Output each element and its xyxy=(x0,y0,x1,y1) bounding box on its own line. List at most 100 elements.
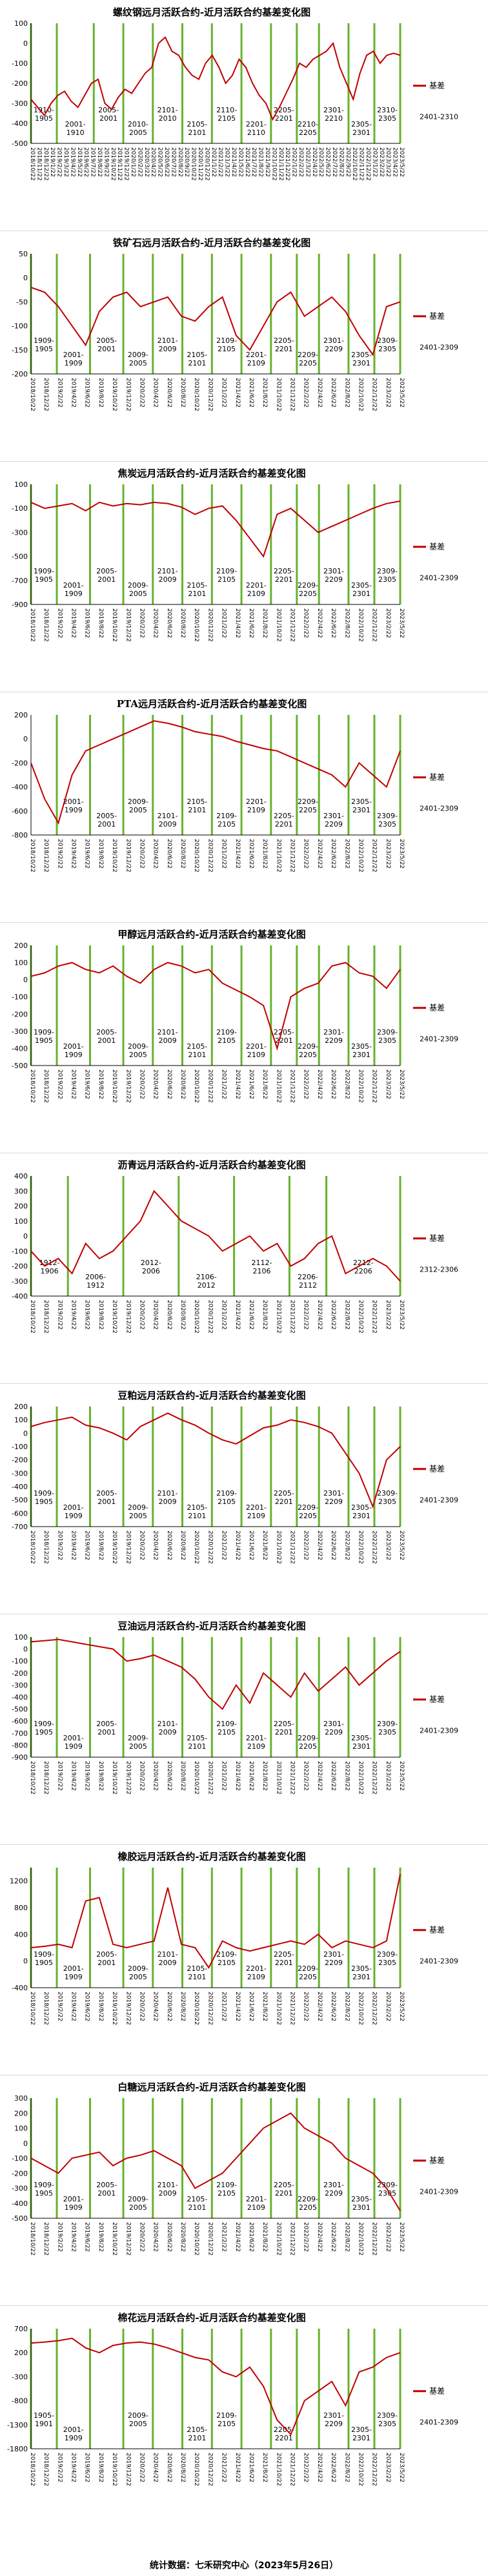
x-tick-label: 2019/6/22 xyxy=(84,1300,90,1330)
x-tick-label: 2021/10/22 xyxy=(275,378,281,411)
x-tick-label: 2020/4/22 xyxy=(152,378,159,407)
y-tick-label: -100 xyxy=(12,504,28,513)
x-tick-label: 2019/10/22 xyxy=(111,1992,117,2025)
y-tick-label: -100 xyxy=(12,993,28,1002)
x-tick-label: 2019/7/22 xyxy=(90,147,96,177)
period-label: 2101- xyxy=(158,2181,178,2189)
y-tick-label: -1800 xyxy=(7,2445,28,2453)
x-tick-label: 2018/10/22 xyxy=(29,608,36,642)
x-tick-label: 2018/12/22 xyxy=(43,839,49,872)
x-tick-label: 2020/4/22 xyxy=(152,1069,159,1099)
period-label: 2105- xyxy=(187,2195,207,2203)
x-tick-label: 2020/2/22 xyxy=(136,147,143,177)
x-tick-label: 2020/2/22 xyxy=(138,2453,145,2482)
x-tick-label: 2020/5/22 xyxy=(157,147,163,177)
period-label: 2101- xyxy=(158,336,178,345)
series-line xyxy=(30,2337,401,2436)
x-tick-label: 2022/12/22 xyxy=(371,1761,378,1795)
x-tick-label: 2019/4/22 xyxy=(70,839,77,869)
x-tick-label: 2020/2/22 xyxy=(138,1761,145,1791)
x-tick-label: 2023/1/22 xyxy=(371,147,378,177)
x-tick-label: 2019/10/22 xyxy=(111,1300,117,1334)
y-tick-label: -200 xyxy=(12,1669,28,1678)
period-label: 2101 xyxy=(188,2203,206,2212)
x-tick-label: 2020/12/22 xyxy=(207,2453,213,2486)
period-label: 2112 xyxy=(299,1281,317,1290)
period-label: 2209 xyxy=(325,820,343,829)
period-label: 2109- xyxy=(216,336,237,345)
period-label: 2205- xyxy=(274,336,294,345)
period-label: 2309- xyxy=(377,336,398,345)
x-tick-label: 2019/6/22 xyxy=(84,1530,90,1560)
period-label: 2005- xyxy=(96,336,117,345)
period-label: 2001- xyxy=(65,120,86,129)
period-label: 2005 xyxy=(129,129,147,137)
period-label: 2005- xyxy=(96,1950,117,1959)
period-label: 2209 xyxy=(325,575,343,584)
x-tick-label: 2021/8/22 xyxy=(261,1761,268,1791)
x-tick-label: 2019/8/22 xyxy=(97,1761,104,1791)
y-tick-label: -600 xyxy=(12,807,28,816)
y-tick-label: 0 xyxy=(23,2139,28,2148)
x-tick-label: 2020/12/22 xyxy=(203,147,210,181)
x-tick-label: 2020/7/22 xyxy=(170,147,176,177)
x-tick-label: 2019/2/22 xyxy=(56,1992,63,2021)
x-tick-label: 2022/4/22 xyxy=(316,1530,323,1560)
y-tick-label: -300 xyxy=(12,2373,28,2381)
legend-contract-label: 2401-2309 xyxy=(420,1035,458,1044)
x-tick-label: 2021/10/22 xyxy=(275,839,281,872)
x-tick-label: 2021/10/22 xyxy=(270,147,277,181)
period-label: 1905- xyxy=(34,2411,54,2420)
period-label: 1901 xyxy=(35,2420,53,2428)
x-tick-label: 2021/9/22 xyxy=(264,147,270,177)
period-label: 2105 xyxy=(218,575,236,584)
period-label: 2112- xyxy=(252,1259,272,1267)
y-tick-label: -100 xyxy=(12,1657,28,1665)
period-label: 2301 xyxy=(352,1051,371,1059)
legend-label: 基差 xyxy=(429,542,445,551)
x-tick-label: 2022/6/22 xyxy=(330,608,336,638)
x-tick-label: 2022/2/22 xyxy=(303,1300,309,1330)
x-tick-label: 2021/6/22 xyxy=(248,608,254,638)
period-label: 1910- xyxy=(34,106,54,114)
period-label: 2205 xyxy=(299,359,317,367)
period-label: 1906 xyxy=(41,1267,59,1275)
x-tick-label: 2022/10/22 xyxy=(357,608,363,642)
chart-svg: 沥青远月活跃合约-近月活跃合约基差变化图1912-19062006-191220… xyxy=(12,1159,458,1334)
x-tick-label: 2019/3/22 xyxy=(63,147,69,177)
y-tick-label: -100 xyxy=(12,2154,28,2163)
x-tick-label: 2019/2/22 xyxy=(56,1300,63,1330)
x-tick-label: 2022/2/22 xyxy=(303,1992,309,2021)
period-label: 2101 xyxy=(188,1512,206,1520)
x-tick-label: 2022/8/22 xyxy=(343,608,350,638)
x-tick-label: 2020/2/22 xyxy=(138,378,145,407)
period-label: 2105- xyxy=(187,2426,207,2434)
period-label: 2105 xyxy=(218,114,236,123)
period-label: 2001- xyxy=(63,1042,84,1051)
period-label: 2305 xyxy=(378,1728,396,1736)
x-tick-label: 2021/2/22 xyxy=(221,1069,227,1099)
x-tick-label: 2018/10/22 xyxy=(29,1992,36,2025)
panel-separator xyxy=(0,922,488,923)
x-tick-label: 2021/11/22 xyxy=(278,147,284,181)
y-tick-label: -500 xyxy=(12,553,28,561)
period-label: 2101- xyxy=(158,1950,178,1959)
x-tick-label: 2022/6/22 xyxy=(330,2453,336,2482)
x-tick-label: 2019/8/22 xyxy=(97,1069,104,1099)
legend-contract-label: 2401-2310 xyxy=(420,113,458,121)
period-label: 2005- xyxy=(96,812,117,820)
x-tick-label: 2021/10/22 xyxy=(275,2222,281,2256)
x-tick-label: 2020/2/22 xyxy=(138,1992,145,2021)
x-tick-label: 2019/12/22 xyxy=(125,1992,131,2025)
x-tick-label: 2019/2/22 xyxy=(56,1069,63,1099)
x-tick-label: 2019/12/22 xyxy=(125,1761,131,1795)
x-tick-label: 2023/5/22 xyxy=(398,1300,405,1330)
x-tick-label: 2019/8/22 xyxy=(97,378,104,407)
x-tick-label: 2022/10/22 xyxy=(357,1761,363,1795)
y-tick-label: 100 xyxy=(14,19,28,28)
period-label: 1909- xyxy=(34,1950,54,1959)
x-tick-label: 2020/10/22 xyxy=(193,1761,199,1795)
period-label: 2301- xyxy=(323,1028,344,1036)
period-label: 2009- xyxy=(128,581,148,590)
x-tick-label: 2021/6/22 xyxy=(248,1530,254,1560)
